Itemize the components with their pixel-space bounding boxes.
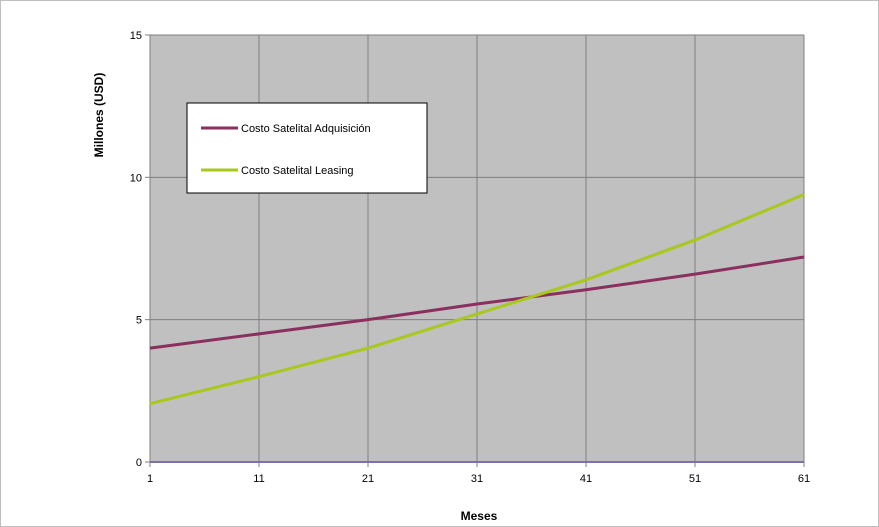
series-line-leasing: [149, 193, 805, 406]
y-tick-label: 5: [136, 315, 142, 327]
legend-label-leasing: Costo Satelital Leasing: [241, 165, 354, 177]
y-tick-labels: 0 5 10 15: [130, 30, 142, 469]
y-tick-label: 0: [136, 457, 142, 469]
x-tick-label: 51: [689, 473, 701, 485]
legend-label-adquisicion: Costo Satelital Adquisición: [241, 123, 371, 135]
x-tick-label: 21: [362, 473, 374, 485]
y-tick-label: 15: [130, 30, 142, 42]
x-tick-label: 1: [147, 473, 153, 485]
series-line-adquisicion: [149, 255, 805, 350]
legend: Costo Satelital Adquisición Costo Sateli…: [186, 102, 428, 194]
legend-box: [186, 102, 428, 194]
x-tick-label: 61: [798, 473, 810, 485]
x-tick-labels: 1 11 21 31 41 51 61: [147, 473, 810, 485]
x-tick-label: 31: [471, 473, 483, 485]
y-tick-label: 10: [130, 172, 142, 184]
y-axis-title: Millones (USD): [92, 73, 106, 158]
series-lines: [149, 193, 805, 406]
x-tick-label: 11: [253, 473, 264, 485]
x-axis-title: Meses: [461, 509, 498, 523]
x-tick-label: 41: [580, 473, 592, 485]
